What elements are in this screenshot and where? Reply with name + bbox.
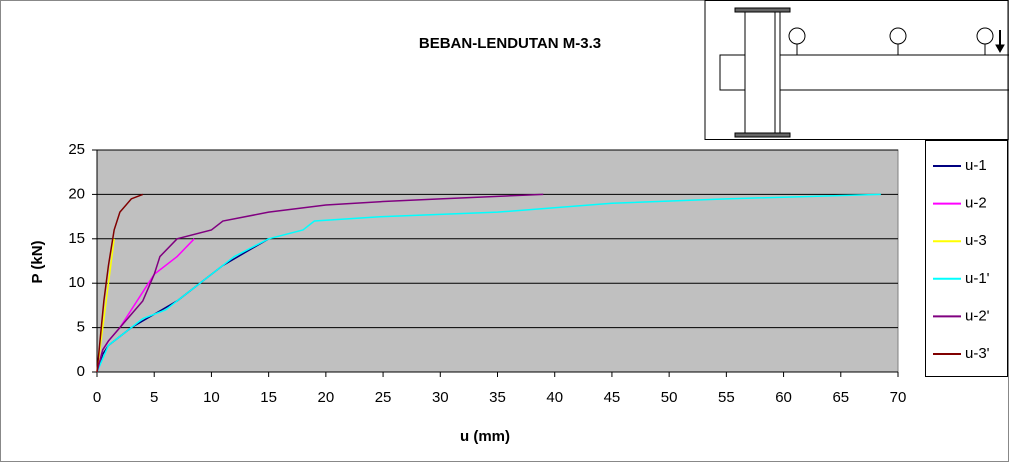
legend (926, 141, 1008, 377)
x-tick-label: 20 (318, 389, 335, 406)
legend-label: u-3 (965, 232, 987, 249)
x-axis-label: u (mm) (460, 428, 510, 445)
x-tick-label: 35 (489, 389, 506, 406)
legend-label: u-1 (965, 157, 987, 174)
x-tick-label: 70 (890, 389, 907, 406)
x-tick-label: 0 (93, 389, 101, 406)
x-tick-label: 15 (260, 389, 277, 406)
x-tick-label: 45 (604, 389, 621, 406)
x-tick-label: 30 (432, 389, 449, 406)
x-tick-label: 40 (546, 389, 563, 406)
x-tick-label: 65 (832, 389, 849, 406)
page: BEBAN-LENDUTAN M-3.3 P (kN) u (mm) 0 5 10 1… (0, 0, 1009, 462)
beam-diagram (705, 1, 1009, 140)
y-tick-label: 25 (68, 141, 85, 158)
y-tick-label: 0 (77, 363, 85, 380)
legend-label: u-3' (965, 345, 990, 362)
x-tick-label: 25 (375, 389, 392, 406)
y-tick-label: 15 (68, 230, 85, 247)
y-tick-label: 5 (77, 319, 85, 336)
chart-title: BEBAN-LENDUTAN M-3.3 (419, 35, 601, 52)
y-axis-label: P (kN) (29, 240, 46, 283)
y-tick-label: 20 (68, 185, 85, 202)
legend-label: u-2 (965, 195, 987, 212)
x-tick-label: 60 (775, 389, 792, 406)
x-tick-label: 10 (203, 389, 220, 406)
y-tick-label: 10 (68, 274, 85, 291)
chart: BEBAN-LENDUTAN M-3.3 P (kN) u (mm) 0 5 10 1… (0, 0, 1009, 462)
x-tick-label: 55 (718, 389, 735, 406)
x-tick-label: 50 (661, 389, 678, 406)
plot-area (97, 150, 898, 372)
legend-label: u-1' (965, 270, 990, 287)
x-tick-label: 5 (150, 389, 158, 406)
legend-label: u-2' (965, 307, 990, 324)
